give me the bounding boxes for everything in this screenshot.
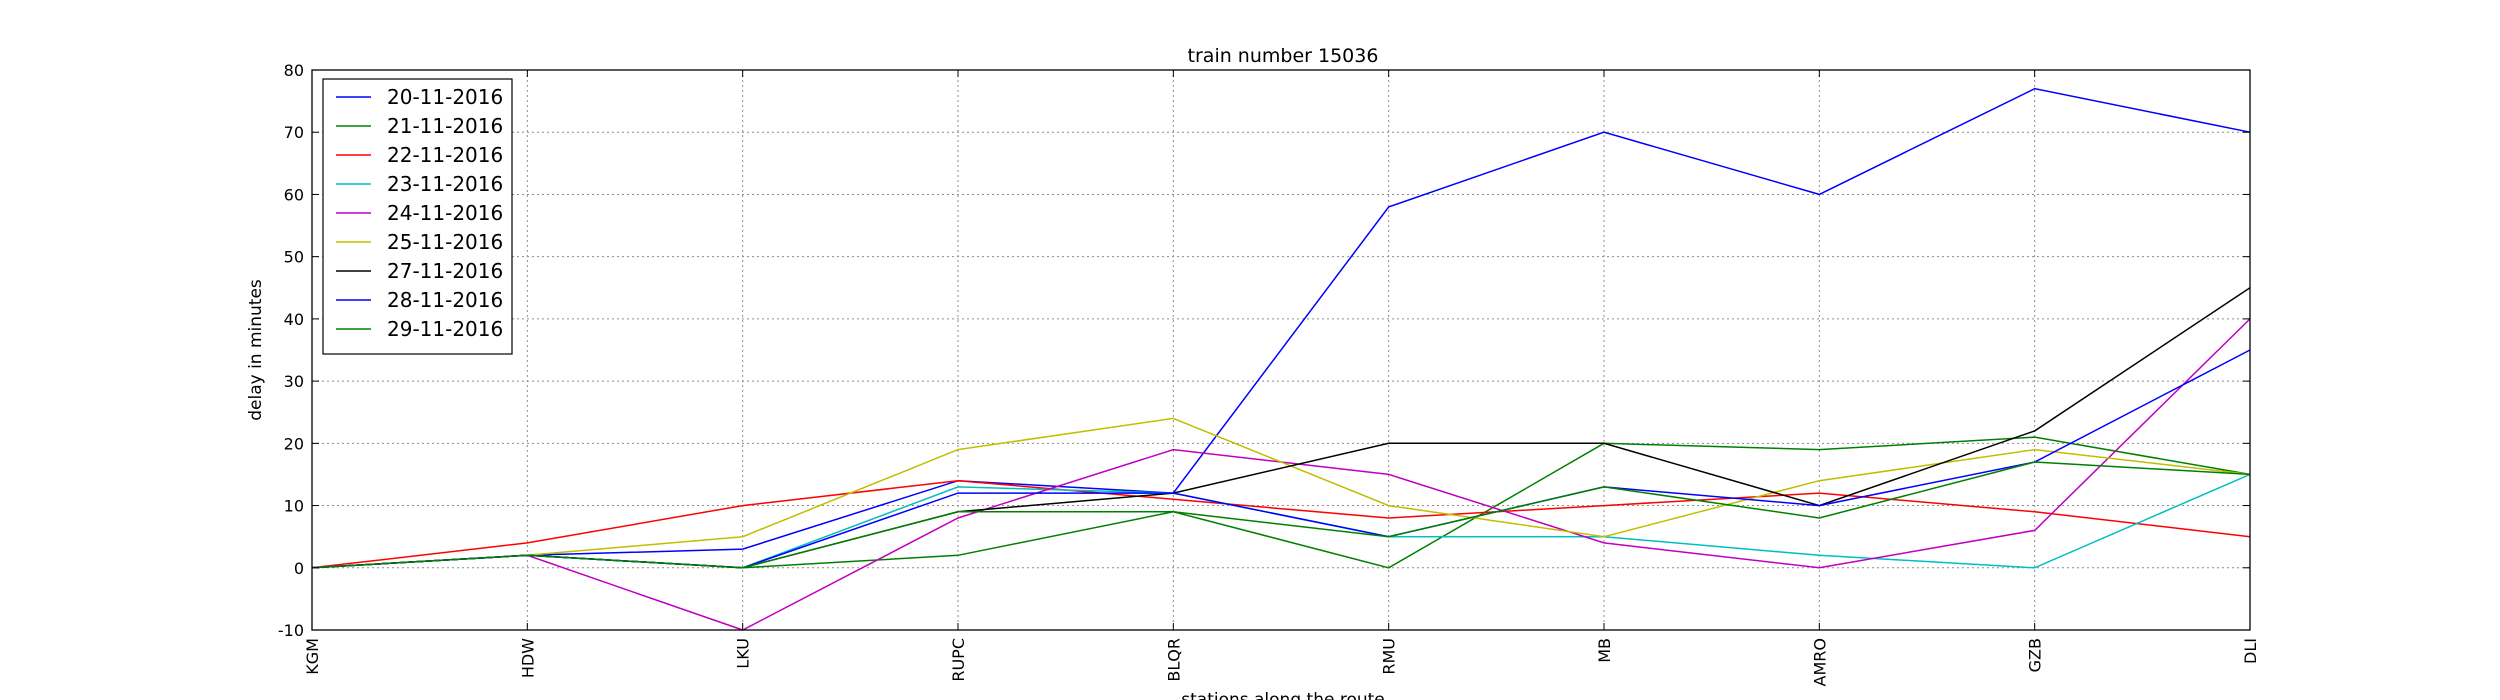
y-tick-label: -10: [278, 621, 304, 640]
x-tick-label: MB: [1595, 638, 1614, 663]
series-line: [311, 461, 2251, 569]
y-tick-label: 10: [284, 497, 304, 516]
legend-label: 27-11-2016: [387, 259, 503, 283]
series-line: [311, 318, 2251, 631]
y-tick-label: 30: [284, 372, 304, 391]
x-tick-label: GZB: [2026, 638, 2045, 672]
plot-frame: [311, 69, 2251, 631]
y-tick-label: 20: [284, 434, 304, 453]
legend-label: 20-11-2016: [387, 85, 503, 109]
x-tick-label: RUPC: [949, 638, 968, 682]
x-tick-label: DLI: [2241, 638, 2260, 664]
y-tick-label: 50: [284, 248, 304, 267]
series-lines: [311, 87, 2251, 631]
y-tick-label: 80: [284, 61, 304, 80]
y-axis-label: delay in minutes: [246, 279, 266, 421]
x-tick-label: RMU: [1380, 638, 1399, 675]
legend-box: [322, 78, 513, 355]
series-line: [311, 417, 2251, 569]
series-line: [311, 349, 2251, 569]
chart-title: train number 15036: [1188, 45, 1379, 67]
x-axis-label: stations along the route: [1181, 690, 1385, 700]
x-tick-label: HDW: [518, 638, 537, 678]
legend-label: 21-11-2016: [387, 114, 503, 138]
series-line: [311, 287, 2251, 569]
series-line: [311, 479, 2251, 569]
legend-label: 22-11-2016: [387, 143, 503, 167]
y-tick-label: 60: [284, 185, 304, 204]
y-tick-label: 0: [294, 559, 304, 578]
legend-label: 24-11-2016: [387, 201, 503, 225]
legend: 20-11-2016 21-11-2016 22-11-2016 23-11-2016…: [322, 78, 513, 355]
legend-label: 25-11-2016: [387, 230, 503, 254]
legend-label: 23-11-2016: [387, 172, 503, 196]
x-tick-label: AMRO: [1810, 638, 1829, 686]
axis-ticks: -10 0 10 20 30 40 50 60 70 80 KGM HDW LKU RUPC BLQR RMU…: [278, 61, 2260, 686]
legend-label: 29-11-2016: [387, 317, 503, 341]
y-tick-label: 70: [284, 123, 304, 142]
x-tick-label: LKU: [734, 638, 753, 669]
x-tick-label: KGM: [303, 638, 322, 675]
y-tick-label: 40: [284, 310, 304, 329]
series-line: [311, 87, 2251, 569]
x-tick-label: BLQR: [1164, 638, 1183, 682]
legend-label: 28-11-2016: [387, 288, 503, 312]
